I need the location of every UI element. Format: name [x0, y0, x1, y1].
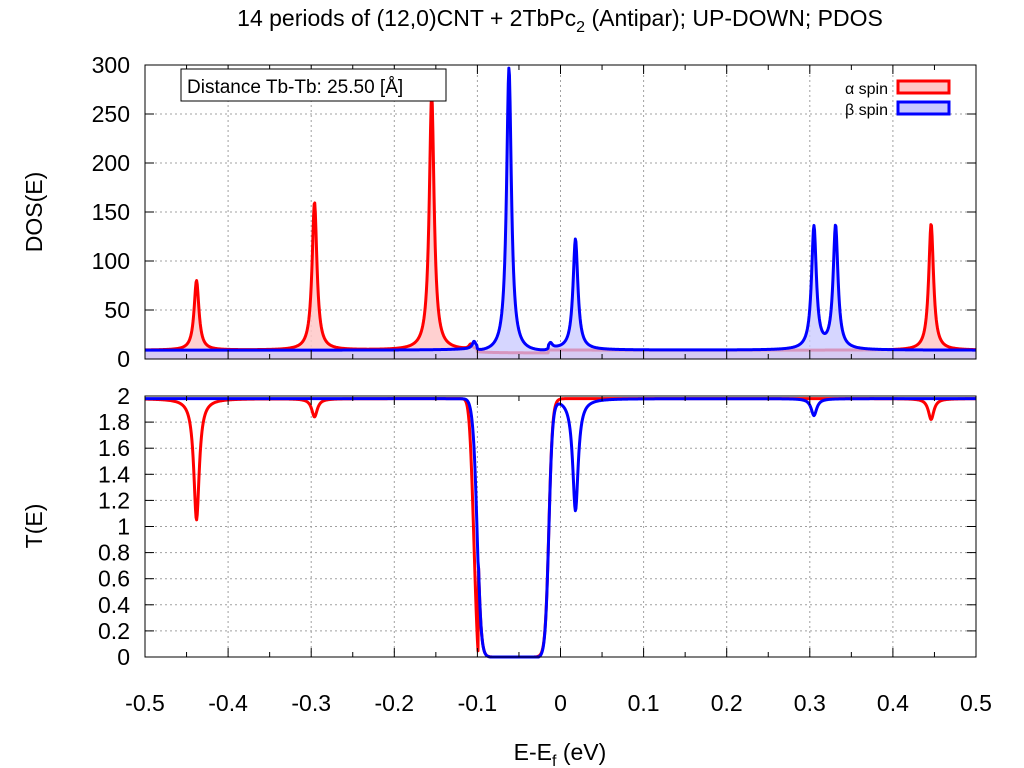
y-tick-label: 300: [92, 52, 130, 78]
y-tick-label: 0: [117, 644, 130, 670]
transmission-panel-axes: -0.5 -0.4 -0.3 -0.2 -0.1 0 0.1 0.2 0.3 0.4 0.500.2…: [98, 383, 992, 716]
y-tick-label: 1.4: [98, 461, 130, 487]
x-tick-label: -0.1: [458, 690, 498, 716]
y-tick-label: 200: [92, 150, 130, 176]
y-tick-label: 0.2: [98, 618, 130, 644]
y-tick-label: 1.2: [98, 487, 130, 513]
x-tick-label: 0.1: [628, 690, 660, 716]
y-tick-label: 1.8: [98, 409, 130, 435]
legend-swatch-beta: [896, 100, 951, 116]
dos-line-alpha: [144, 92, 977, 355]
y-tick-label: 100: [92, 248, 130, 274]
chart-title: 14 periods of (12,0)CNT + 2TbPc2 (Antipa…: [237, 5, 883, 36]
legend-label-beta: β spin: [845, 102, 888, 119]
transmission-panel-grid: [145, 396, 976, 657]
distance-annotation: Distance Tb-Tb: 25.50 [Å]: [180, 68, 447, 102]
x-tick-label: -0.5: [125, 690, 165, 716]
legend-label-alpha: α spin: [845, 81, 888, 98]
dos-y-axis-label: DOS(E): [21, 172, 47, 253]
y-tick-label: 0.6: [98, 566, 130, 592]
y-tick-label: 1: [117, 514, 130, 540]
y-tick-label: 0.8: [98, 540, 130, 566]
y-tick-label: 0: [117, 346, 130, 372]
x-tick-label: 0.4: [877, 690, 909, 716]
y-tick-label: 2: [117, 383, 130, 409]
y-tick-label: 1.6: [98, 435, 130, 461]
dos-panel-axes: 0 50 100 150 200 250 300: [92, 52, 977, 372]
y-tick-label: 150: [92, 199, 130, 225]
distance-annotation-text: Distance Tb-Tb: 25.50 [Å]: [187, 77, 403, 98]
dos-line-beta: [144, 66, 977, 352]
x-tick-label: 0.5: [960, 690, 992, 716]
legend-swatch-alpha: [896, 79, 951, 95]
x-tick-label: 0.3: [794, 690, 826, 716]
x-tick-label: -0.4: [208, 690, 248, 716]
y-tick-label: 50: [104, 297, 130, 323]
y-tick-label: 250: [92, 101, 130, 127]
legend: α spin β spin: [845, 79, 951, 119]
x-tick-label: -0.3: [291, 690, 331, 716]
x-axis-label: E-Ef (eV): [514, 739, 607, 768]
y-tick-label: 0.4: [98, 592, 130, 618]
x-tick-label: 0.2: [711, 690, 743, 716]
distance-annotation-box: [180, 68, 447, 102]
x-tick-label: 0: [554, 690, 567, 716]
transmission-y-axis-label: T(E): [21, 504, 47, 549]
x-tick-label: -0.2: [374, 690, 414, 716]
